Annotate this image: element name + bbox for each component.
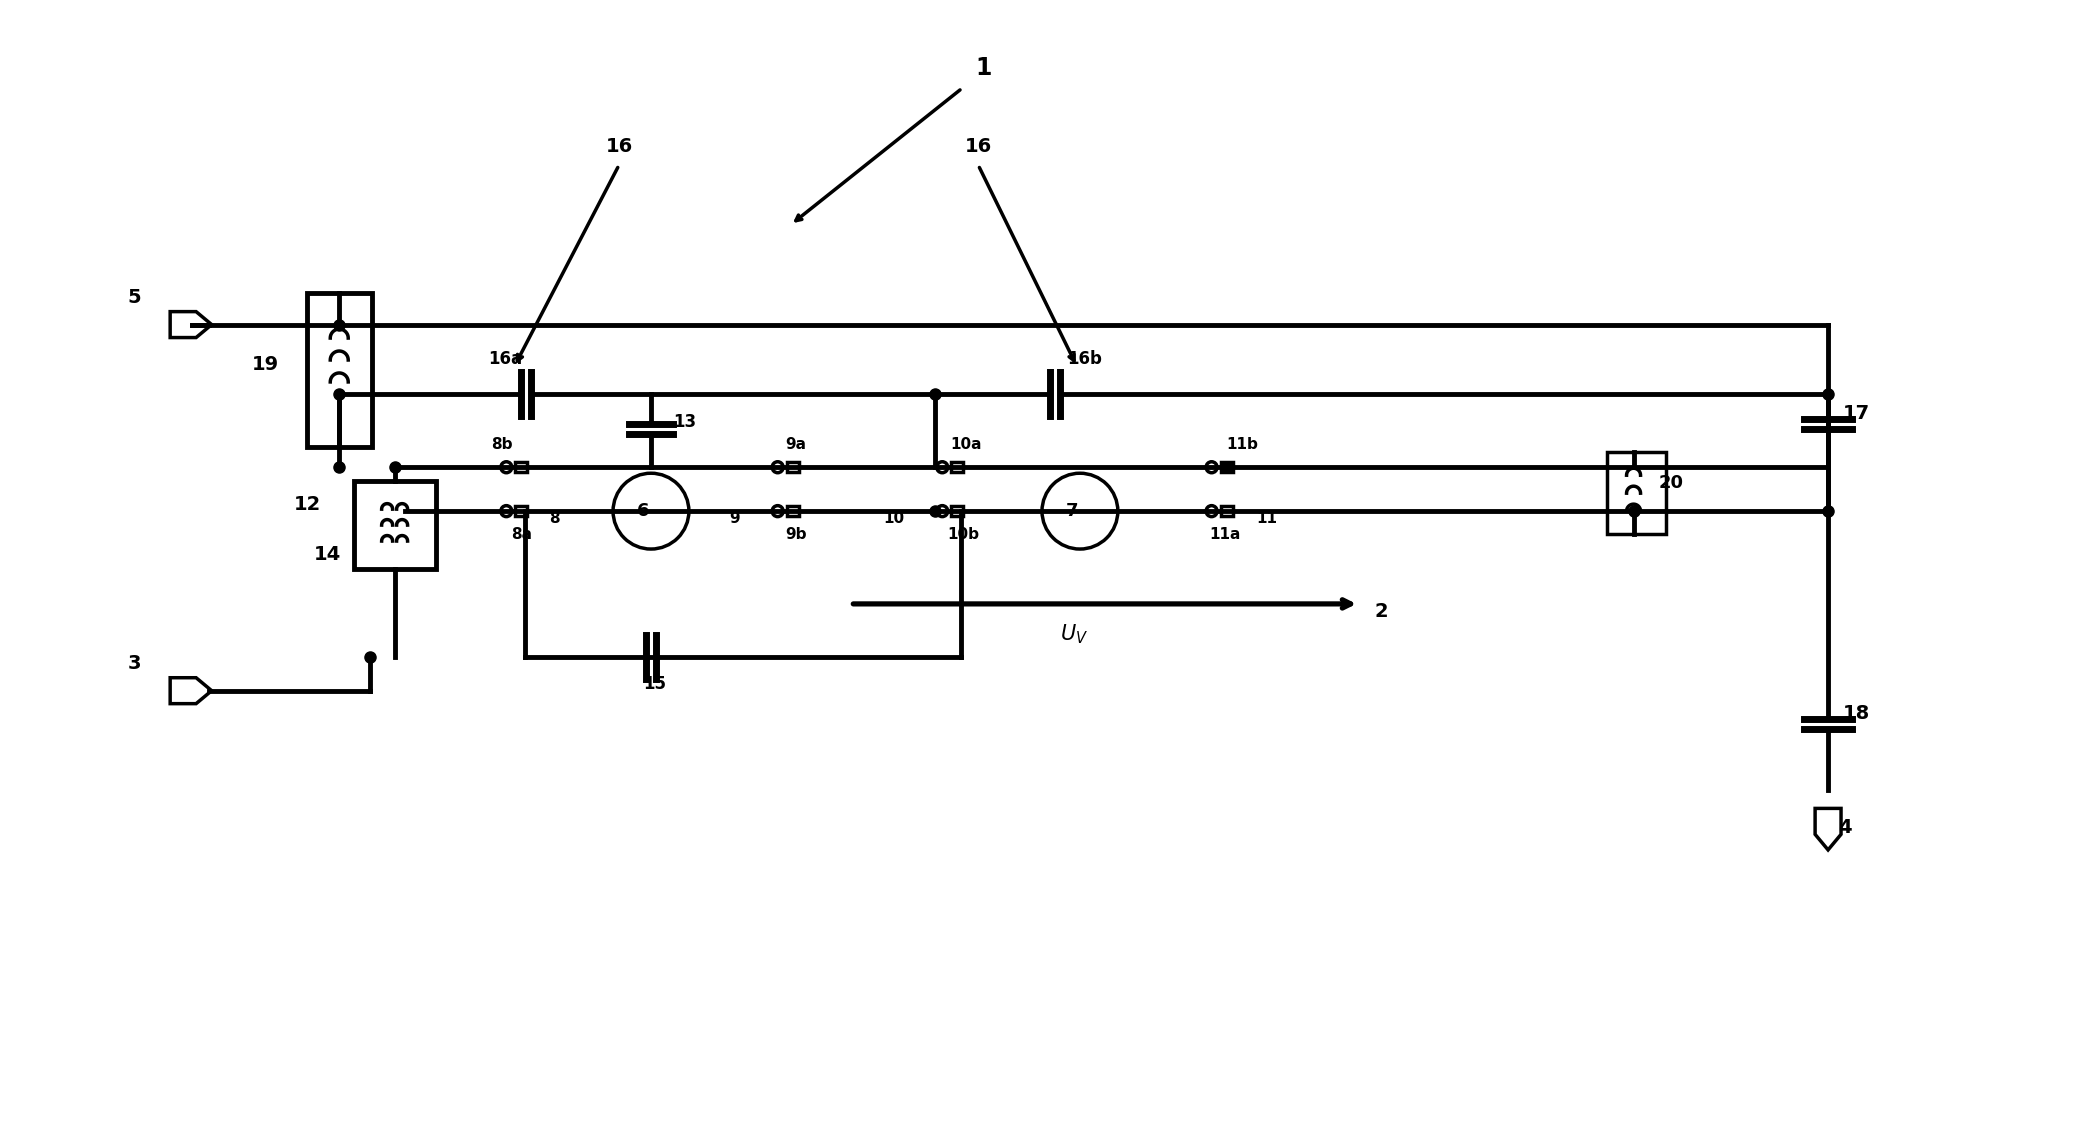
Bar: [787, 462, 799, 472]
Text: 4: 4: [1839, 819, 1851, 838]
Text: 18: 18: [1843, 703, 1870, 723]
Text: 5: 5: [128, 288, 140, 307]
Text: 14: 14: [314, 545, 341, 564]
Bar: [1220, 462, 1232, 472]
Text: 8b: 8b: [492, 437, 513, 453]
Text: 16a: 16a: [487, 350, 523, 368]
Bar: [308, 292, 372, 447]
Text: 16: 16: [607, 137, 634, 156]
Bar: [1220, 506, 1232, 516]
Text: 19: 19: [251, 355, 278, 374]
Text: 10a: 10a: [950, 437, 981, 453]
Text: 9a: 9a: [787, 437, 808, 453]
Bar: [952, 506, 962, 516]
Text: 10: 10: [883, 511, 904, 526]
Text: 17: 17: [1843, 404, 1870, 423]
Bar: [515, 506, 527, 516]
Text: 16b: 16b: [1067, 350, 1102, 368]
Text: 6: 6: [636, 502, 649, 520]
Text: 20: 20: [1659, 474, 1684, 492]
Text: 8a: 8a: [510, 527, 531, 542]
Text: 11b: 11b: [1226, 437, 1259, 453]
Text: 12: 12: [293, 496, 320, 514]
Text: 10b: 10b: [948, 527, 979, 542]
Text: 13: 13: [674, 413, 697, 431]
Text: 16: 16: [964, 137, 992, 156]
Text: 2: 2: [1374, 602, 1387, 621]
Bar: [354, 481, 435, 569]
Bar: [1607, 453, 1667, 534]
Text: 7: 7: [1065, 502, 1077, 520]
Bar: [952, 462, 962, 472]
Text: 1: 1: [975, 56, 992, 80]
Text: 9b: 9b: [787, 527, 808, 542]
Bar: [787, 506, 799, 516]
Text: 15: 15: [642, 675, 665, 693]
Text: 11a: 11a: [1209, 527, 1241, 542]
Text: $U_V$: $U_V$: [1061, 623, 1088, 647]
Bar: [515, 462, 527, 472]
Text: 3: 3: [128, 654, 140, 673]
Text: 9: 9: [728, 511, 738, 526]
Text: 8: 8: [550, 511, 561, 526]
Text: 11: 11: [1257, 511, 1278, 526]
